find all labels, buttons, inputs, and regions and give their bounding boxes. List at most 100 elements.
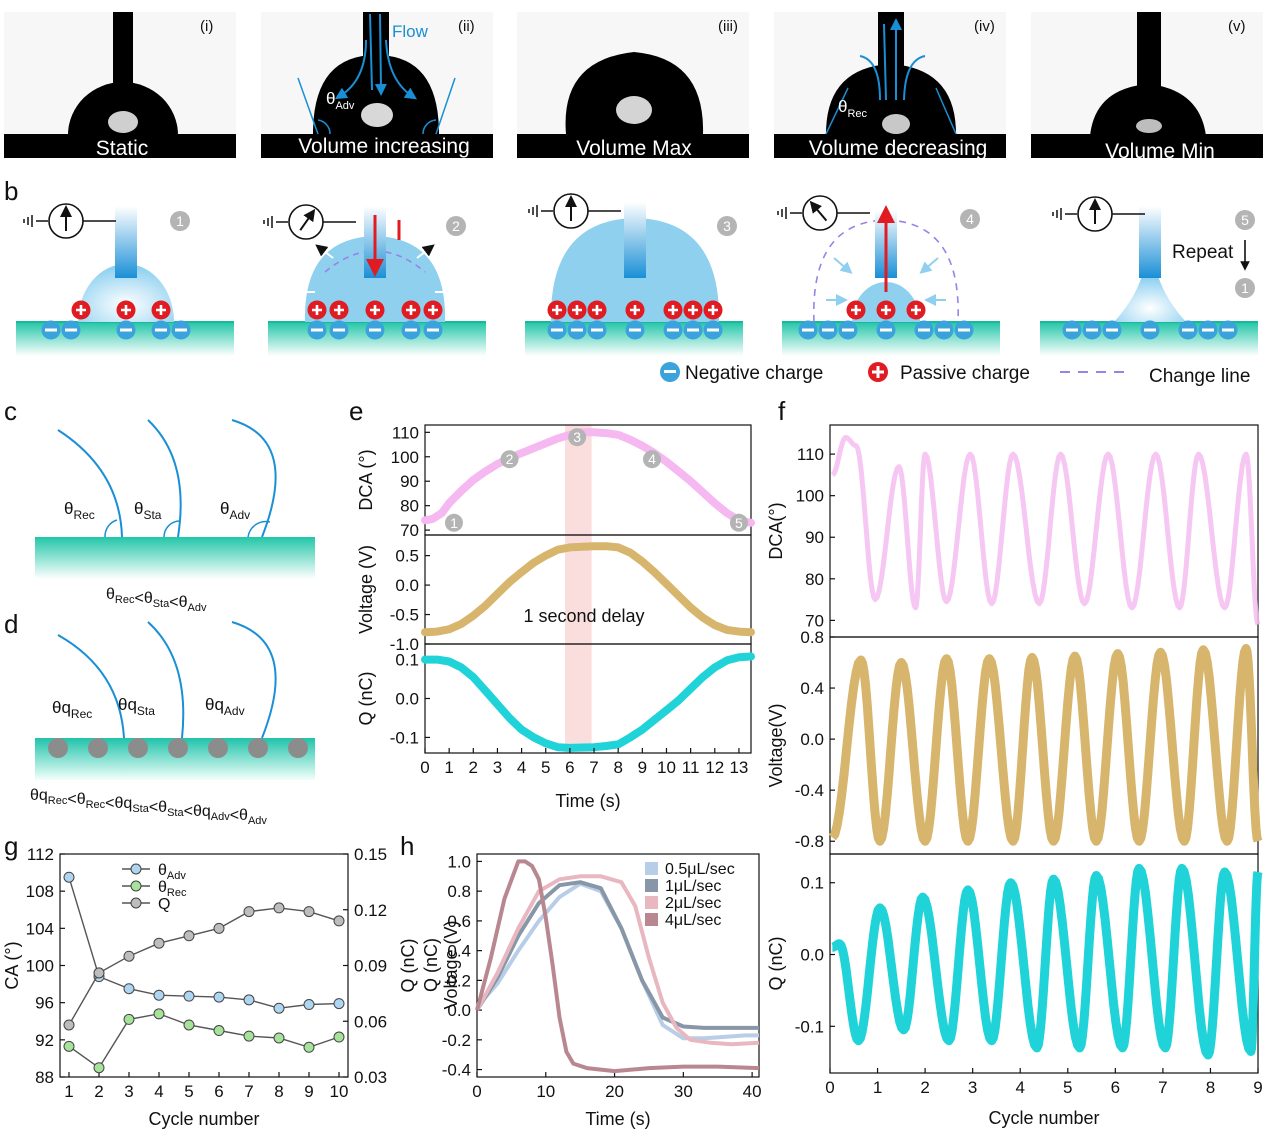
legend-label-0: θAdv xyxy=(158,862,186,882)
data-point xyxy=(303,906,315,918)
data-point xyxy=(93,1062,105,1074)
panel-a: (i) Static Flow (ii) θAdv Volume increas… xyxy=(4,12,1263,163)
y-tick-label: -0.2 xyxy=(442,1031,471,1050)
x-tick-label: 0 xyxy=(420,758,429,777)
minus-sign xyxy=(667,328,679,332)
y-tick-label: 0.1 xyxy=(395,651,419,670)
y-axis-label-q: Q (nC) xyxy=(421,938,441,992)
legend-swatch xyxy=(645,862,658,875)
y2-tick-label: 0.09 xyxy=(354,957,387,976)
expand-arrow-icon xyxy=(315,244,334,259)
plus-sign xyxy=(76,305,86,315)
x-tick-label: 1 xyxy=(64,1082,73,1101)
ground-icon xyxy=(23,215,33,227)
data-point xyxy=(303,999,315,1011)
series-line-2 xyxy=(475,874,760,1047)
y-tick-label: 92 xyxy=(35,1031,54,1050)
y-axis-label: DCA (°) xyxy=(356,449,376,510)
x-tick-label: 7 xyxy=(244,1082,253,1101)
y-tick-label: 0.1 xyxy=(800,874,824,893)
step-badge-label: 2 xyxy=(452,218,460,234)
legend-label-1: 1μL/sec xyxy=(665,878,721,895)
plus-sign xyxy=(881,305,891,315)
needle xyxy=(115,206,137,278)
series-line-1 xyxy=(828,644,1263,846)
y-tick-label: -1.0 xyxy=(390,635,419,654)
x-axis-label: Time (s) xyxy=(555,791,620,811)
minus-sign xyxy=(369,328,381,332)
minus-sign xyxy=(1182,328,1194,332)
plus-sign xyxy=(312,305,322,315)
data-point xyxy=(243,994,255,1006)
legend-line: Change line xyxy=(1149,366,1250,387)
c-label-rec: θRec xyxy=(64,499,95,522)
x-tick-label: 10 xyxy=(657,758,676,777)
panel-letter-d: d xyxy=(4,609,18,639)
y-tick-label: 0.2 xyxy=(447,971,471,990)
minus-sign xyxy=(1066,328,1078,332)
minus-sign xyxy=(427,328,439,332)
step-badge xyxy=(1235,210,1255,230)
step-marker xyxy=(500,450,519,469)
shrink-arrow-icon xyxy=(833,257,853,274)
minus-sign xyxy=(175,328,187,332)
photo-frame-1: (i) Static xyxy=(4,12,236,160)
minus-sign xyxy=(1086,328,1098,332)
y-tick-label: 70 xyxy=(400,521,419,540)
data-point xyxy=(333,915,345,927)
x-tick-label: 9 xyxy=(638,758,647,777)
series-line-1 xyxy=(475,880,759,1030)
series-line-1 xyxy=(421,542,755,637)
x-tick-label: 40 xyxy=(743,1082,762,1101)
photo-frame-3: (iii) Volume Max xyxy=(517,12,749,160)
data-point xyxy=(333,998,345,1010)
frame-5-roman: (v) xyxy=(1228,18,1246,35)
legend-negative: Negative charge xyxy=(685,363,823,384)
y2-tick-label: 0.15 xyxy=(354,845,387,864)
minus-sign xyxy=(958,328,970,332)
expand-arrow-icon xyxy=(416,244,435,259)
legend-label-1: θRec xyxy=(158,879,187,899)
y-tick-label: 108 xyxy=(26,882,54,901)
needle xyxy=(624,202,646,278)
minus-sign xyxy=(1144,328,1156,332)
data-point xyxy=(123,1013,135,1025)
y2-tick-label: 0.03 xyxy=(354,1068,387,1087)
x-tick-label: 2 xyxy=(94,1082,103,1101)
series-line-2 xyxy=(828,863,1263,1060)
data-point xyxy=(243,906,255,918)
data-point xyxy=(213,991,225,1003)
y-tick-label: 110 xyxy=(797,445,824,464)
legend-label-3: 4μL/sec xyxy=(665,912,721,929)
x-tick-label: 6 xyxy=(565,758,574,777)
y-tick-label: 104 xyxy=(26,919,54,938)
x-tick-label: 4 xyxy=(154,1082,163,1101)
frame-5-caption: Volume Min xyxy=(1105,140,1215,163)
panel-letter-c: c xyxy=(4,396,17,426)
legend-swatch xyxy=(645,913,658,926)
x-tick-label: 8 xyxy=(1206,1078,1215,1097)
x-tick-label: 3 xyxy=(493,758,502,777)
x-tick-label: 0 xyxy=(825,1078,834,1097)
y-tick-label: 0.0 xyxy=(447,1001,471,1020)
legend-marker xyxy=(130,897,142,909)
y-tick-label: 0.4 xyxy=(800,679,824,698)
y-axis-label: Voltage(V) xyxy=(766,703,786,787)
x-tick-label: 2 xyxy=(920,1078,929,1097)
plus-sign xyxy=(334,305,344,315)
y-tick-label: -0.4 xyxy=(442,1061,471,1080)
y2-tick-label: 0.12 xyxy=(354,901,387,920)
d-label-rec: θqRec xyxy=(52,698,92,721)
subplot-frame-0 xyxy=(829,424,1259,638)
y-tick-label: 90 xyxy=(400,472,419,491)
d-label-sta: θqSta xyxy=(118,695,155,718)
y-tick-label: -0.1 xyxy=(390,728,419,747)
data-point xyxy=(333,1031,345,1043)
ground-icon xyxy=(1052,208,1062,220)
frame-4-roman: (iv) xyxy=(974,18,995,35)
legend-marker xyxy=(130,863,142,875)
data-point xyxy=(213,1025,225,1037)
